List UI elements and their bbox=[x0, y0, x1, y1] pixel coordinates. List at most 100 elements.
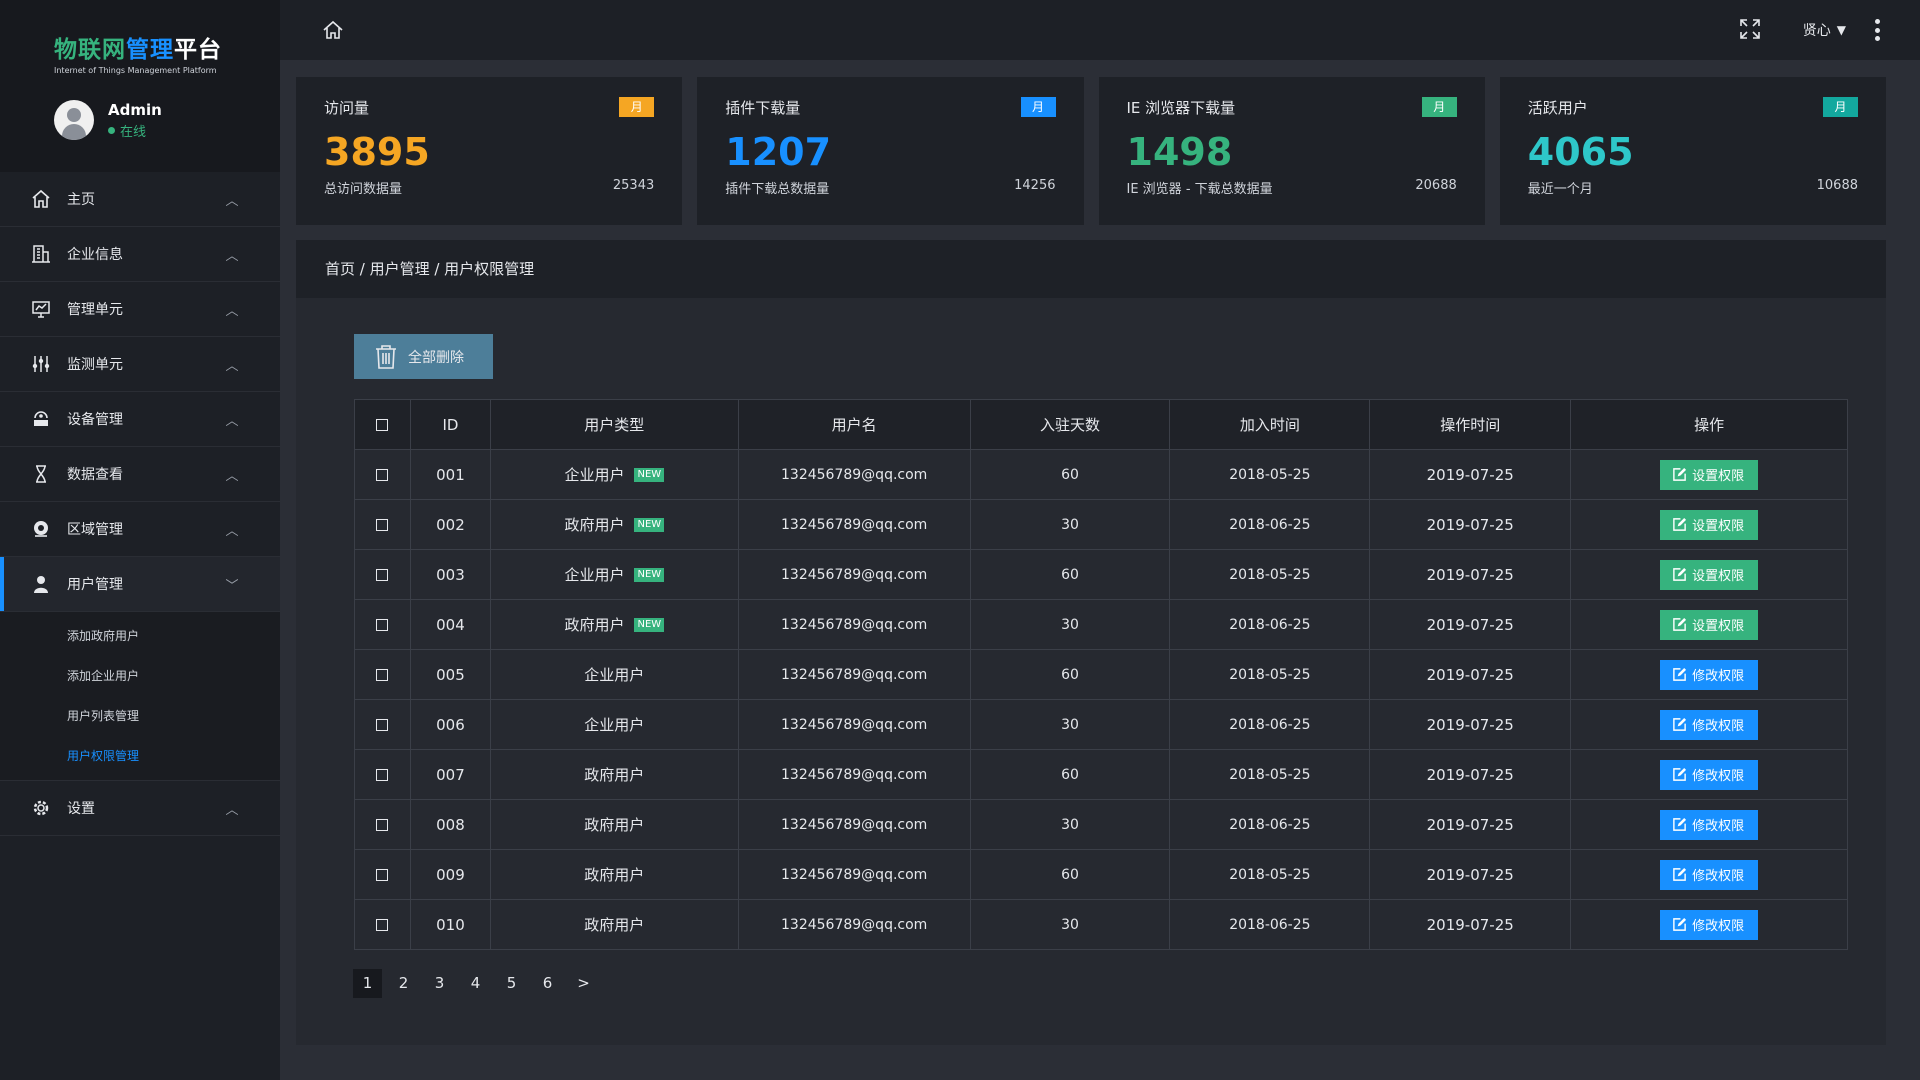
logo-title-part1: 物联网 bbox=[54, 37, 126, 63]
sidebar-item-monitor-unit[interactable]: 监测单元 ︿ bbox=[0, 337, 280, 392]
table-row[interactable]: 008 政府用户 132456789@qq.com 30 2018-06-25 2019-… bbox=[354, 799, 1848, 850]
more-dot-icon bbox=[1874, 19, 1880, 24]
table-row[interactable]: 002 政府用户 NEW 132456789@qq.com 30 2018-06-25 20… bbox=[354, 499, 1848, 550]
column-header-operated[interactable]: 操作时间 bbox=[1369, 399, 1572, 450]
edit-permission-button[interactable]: 修改权限 bbox=[1660, 709, 1759, 740]
fullscreen-button[interactable] bbox=[1739, 18, 1763, 42]
row-checkbox[interactable] bbox=[376, 919, 389, 931]
brand-area: 物联网管理平台 Internet of Things Management Pl… bbox=[0, 0, 280, 172]
sidebar-item-region[interactable]: 区域管理 ︿ bbox=[0, 502, 280, 557]
edit-permission-button[interactable]: 修改权限 bbox=[1660, 809, 1759, 840]
page-6-button[interactable]: 6 bbox=[542, 974, 553, 992]
sidebar-item-label: 区域管理 bbox=[67, 522, 123, 538]
more-menu-button[interactable] bbox=[1874, 19, 1880, 41]
page-2-button[interactable]: 2 bbox=[398, 974, 409, 992]
submenu-add-gov-user[interactable]: 添加政府用户 bbox=[67, 629, 140, 643]
column-header-joined[interactable]: 加入时间 bbox=[1169, 399, 1371, 450]
page-5-button[interactable]: 5 bbox=[506, 974, 517, 992]
table-row[interactable]: 009 政府用户 132456789@qq.com 60 2018-05-25 2019-… bbox=[354, 849, 1848, 900]
online-dot-icon bbox=[108, 126, 115, 134]
user-permission-table: ID 用户类型 用户名 入驻天数 加入时间 操作时间 操作 001 企业用户 NEW… bbox=[354, 399, 1848, 950]
row-checkbox[interactable] bbox=[376, 869, 389, 881]
column-header-user-type[interactable]: 用户类型 bbox=[489, 399, 739, 450]
sidebar-item-users[interactable]: 用户管理 ﹀ bbox=[0, 557, 280, 612]
user-dropdown[interactable]: 贤心 ▼ bbox=[1803, 20, 1846, 40]
table-row[interactable]: 003 企业用户 NEW 132456789@qq.com 60 2018-05-25 20… bbox=[354, 549, 1848, 600]
sidebar-item-data[interactable]: 数据查看 ︿ bbox=[0, 447, 280, 502]
submenu-user-permissions[interactable]: 用户权限管理 bbox=[67, 749, 140, 763]
column-header-id[interactable]: ID bbox=[409, 399, 491, 450]
main-panel: 首页 / 用户管理 / 用户权限管理 全部删除 ID 用户类型 用户名 入驻天数… bbox=[296, 240, 1886, 1045]
user-type-text: 政府用户 bbox=[584, 866, 645, 884]
set-permission-button[interactable]: 设置权限 bbox=[1660, 459, 1759, 490]
cell-days: 60 bbox=[969, 849, 1171, 900]
sidebar-item-label: 企业信息 bbox=[67, 247, 123, 263]
delete-all-button[interactable]: 全部删除 bbox=[354, 334, 493, 379]
table-row[interactable]: 007 政府用户 132456789@qq.com 60 2018-05-25 2019-… bbox=[354, 749, 1848, 800]
cell-action: 修改权限 bbox=[1570, 649, 1848, 700]
chevron-up-icon: ︿ bbox=[225, 802, 239, 818]
sidebar-item-company[interactable]: 企业信息 ︿ bbox=[0, 227, 280, 282]
sidebar-item-home[interactable]: 主页 ︿ bbox=[0, 172, 280, 227]
cell-joined: 2018-06-25 bbox=[1169, 799, 1371, 850]
row-checkbox[interactable] bbox=[376, 719, 389, 731]
next-page-button[interactable]: > bbox=[577, 974, 590, 992]
page-4-button[interactable]: 4 bbox=[470, 974, 481, 992]
period-badge[interactable]: 月 bbox=[1421, 97, 1457, 117]
select-all-checkbox[interactable] bbox=[376, 419, 389, 431]
sidebar-item-settings[interactable]: 设置 ︿ bbox=[0, 781, 280, 836]
cell-days: 30 bbox=[969, 699, 1171, 750]
avatar[interactable] bbox=[54, 100, 94, 140]
page-1-button[interactable]: 1 bbox=[353, 969, 382, 998]
column-header-username[interactable]: 用户名 bbox=[737, 399, 971, 450]
user-type-text: 企业用户 bbox=[564, 566, 625, 584]
cell-days: 60 bbox=[969, 449, 1171, 500]
user-name: Admin bbox=[108, 100, 162, 119]
period-badge[interactable]: 月 bbox=[1823, 97, 1858, 117]
action-label: 修改权限 bbox=[1692, 718, 1745, 733]
toolbar: 全部删除 bbox=[296, 298, 1886, 426]
edit-permission-button[interactable]: 修改权限 bbox=[1660, 659, 1759, 690]
page-3-button[interactable]: 3 bbox=[434, 974, 445, 992]
card-foot-label: 最近一个月 bbox=[1527, 182, 1593, 197]
column-header-days[interactable]: 入驻天数 bbox=[969, 399, 1171, 450]
building-icon bbox=[30, 243, 52, 265]
row-checkbox[interactable] bbox=[376, 769, 389, 781]
set-permission-button[interactable]: 设置权限 bbox=[1660, 609, 1759, 640]
logo[interactable]: 物联网管理平台 Internet of Things Management Pl… bbox=[54, 30, 234, 75]
period-badge[interactable]: 月 bbox=[619, 97, 655, 117]
cell-joined: 2018-05-25 bbox=[1169, 849, 1371, 900]
sidebar-item-management-unit[interactable]: 管理单元 ︿ bbox=[0, 282, 280, 337]
set-permission-button[interactable]: 设置权限 bbox=[1660, 559, 1759, 590]
row-checkbox[interactable] bbox=[376, 469, 389, 481]
table-header-row: ID 用户类型 用户名 入驻天数 加入时间 操作时间 操作 bbox=[354, 399, 1848, 450]
submenu-user-list[interactable]: 用户列表管理 bbox=[67, 709, 140, 723]
cell-username: 132456789@qq.com bbox=[737, 799, 971, 850]
table-row[interactable]: 004 政府用户 NEW 132456789@qq.com 30 2018-06-25 20… bbox=[354, 599, 1848, 650]
edit-icon bbox=[1673, 567, 1687, 581]
edit-permission-button[interactable]: 修改权限 bbox=[1660, 759, 1759, 790]
table-row[interactable]: 010 政府用户 132456789@qq.com 30 2018-06-25 2019-… bbox=[354, 899, 1848, 950]
table-row[interactable]: 001 企业用户 NEW 132456789@qq.com 60 2018-05-25 20… bbox=[354, 449, 1848, 500]
new-badge: NEW bbox=[634, 568, 665, 582]
cell-joined: 2018-05-25 bbox=[1169, 749, 1371, 800]
home-button[interactable] bbox=[322, 20, 346, 42]
row-checkbox[interactable] bbox=[376, 819, 389, 831]
cell-username: 132456789@qq.com bbox=[737, 699, 971, 750]
card-title: 访问量 bbox=[324, 99, 370, 117]
table-row[interactable]: 006 企业用户 132456789@qq.com 30 2018-06-25 2019-… bbox=[354, 699, 1848, 750]
row-checkbox[interactable] bbox=[376, 669, 389, 681]
edit-permission-button[interactable]: 修改权限 bbox=[1660, 859, 1759, 890]
row-checkbox[interactable] bbox=[376, 519, 389, 531]
submenu-add-company-user[interactable]: 添加企业用户 bbox=[67, 669, 140, 683]
row-checkbox[interactable] bbox=[376, 569, 389, 581]
cell-id: 001 bbox=[409, 449, 491, 500]
set-permission-button[interactable]: 设置权限 bbox=[1660, 509, 1759, 540]
row-checkbox[interactable] bbox=[376, 619, 389, 631]
period-badge[interactable]: 月 bbox=[1020, 97, 1056, 117]
edit-icon bbox=[1673, 717, 1687, 731]
cell-id: 009 bbox=[409, 849, 491, 900]
table-row[interactable]: 005 企业用户 132456789@qq.com 60 2018-05-25 2019-… bbox=[354, 649, 1848, 700]
edit-permission-button[interactable]: 修改权限 bbox=[1660, 909, 1759, 940]
sidebar-item-device[interactable]: 设备管理 ︿ bbox=[0, 392, 280, 447]
